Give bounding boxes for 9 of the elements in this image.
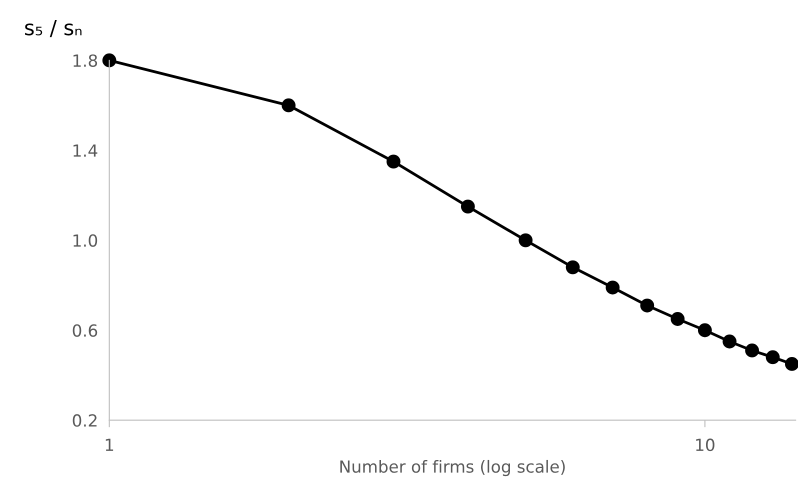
x-axis-title: Number of firms (log scale) — [340, 460, 565, 476]
x-tick-label: 1 — [106, 438, 114, 451]
y-axis-title: s₅ / sₙ — [25, 20, 82, 38]
y-tick-label: 1.8 — [74, 54, 98, 67]
y-tick-label: 0.6 — [72, 324, 98, 337]
y-tick-label: 0.2 — [72, 414, 97, 427]
y-tick-label: 1.4 — [74, 144, 98, 157]
x-tick-label: 10 — [696, 438, 714, 452]
y-tick-label: 1.0 — [74, 234, 98, 247]
